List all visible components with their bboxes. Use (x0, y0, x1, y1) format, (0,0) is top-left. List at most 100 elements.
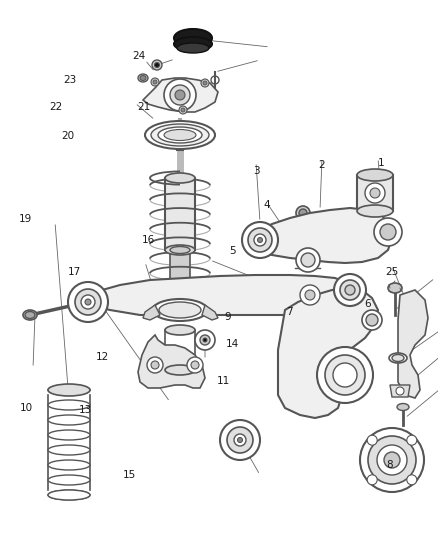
Text: 20: 20 (61, 131, 74, 141)
Circle shape (367, 435, 377, 445)
Circle shape (296, 206, 310, 220)
Circle shape (380, 224, 396, 240)
Text: 16: 16 (142, 235, 155, 245)
Polygon shape (398, 290, 428, 398)
Ellipse shape (48, 490, 90, 500)
Text: 8: 8 (386, 460, 393, 470)
Circle shape (155, 62, 159, 68)
Circle shape (407, 435, 417, 445)
Circle shape (170, 85, 190, 105)
Ellipse shape (174, 29, 212, 47)
Circle shape (227, 427, 253, 453)
Circle shape (81, 295, 95, 309)
Ellipse shape (48, 415, 90, 425)
Circle shape (211, 76, 219, 84)
Circle shape (305, 290, 315, 300)
Circle shape (254, 234, 266, 246)
Ellipse shape (48, 384, 90, 396)
Ellipse shape (48, 475, 90, 485)
Polygon shape (165, 178, 195, 250)
Polygon shape (170, 250, 190, 315)
Circle shape (187, 357, 203, 373)
Ellipse shape (164, 130, 196, 141)
Text: 21: 21 (137, 102, 150, 111)
Ellipse shape (165, 325, 195, 335)
Ellipse shape (389, 353, 407, 363)
Circle shape (301, 253, 315, 267)
Circle shape (299, 209, 307, 217)
Ellipse shape (392, 354, 404, 361)
Circle shape (237, 438, 243, 442)
Circle shape (203, 81, 207, 85)
Text: 23: 23 (64, 75, 77, 85)
Circle shape (75, 289, 101, 315)
Ellipse shape (152, 299, 208, 321)
Ellipse shape (174, 37, 212, 51)
Text: 19: 19 (19, 214, 32, 223)
Polygon shape (202, 305, 218, 320)
Ellipse shape (159, 302, 201, 318)
Text: 9: 9 (224, 312, 231, 322)
Text: 11: 11 (217, 376, 230, 386)
Circle shape (365, 183, 385, 203)
Circle shape (370, 188, 380, 198)
Circle shape (181, 108, 185, 112)
Ellipse shape (48, 385, 90, 395)
Ellipse shape (177, 43, 209, 53)
Text: 25: 25 (385, 267, 399, 277)
Ellipse shape (397, 403, 409, 410)
Polygon shape (143, 305, 160, 320)
Circle shape (164, 79, 196, 111)
Circle shape (296, 248, 320, 272)
Circle shape (384, 452, 400, 468)
Circle shape (248, 228, 272, 252)
Polygon shape (78, 275, 350, 315)
Circle shape (242, 222, 278, 258)
Circle shape (345, 285, 355, 295)
Circle shape (152, 60, 162, 70)
Circle shape (153, 80, 157, 84)
Circle shape (377, 445, 407, 475)
Text: 3: 3 (253, 166, 260, 175)
Text: 5: 5 (229, 246, 236, 255)
Polygon shape (357, 175, 393, 211)
Ellipse shape (170, 246, 190, 254)
Ellipse shape (25, 311, 35, 319)
Ellipse shape (140, 76, 146, 80)
Circle shape (151, 361, 159, 369)
Text: 14: 14 (226, 339, 239, 349)
Circle shape (258, 238, 262, 243)
Ellipse shape (48, 445, 90, 455)
Circle shape (325, 355, 365, 395)
Circle shape (374, 218, 402, 246)
Circle shape (220, 420, 260, 460)
Circle shape (317, 347, 373, 403)
Circle shape (179, 106, 187, 114)
Polygon shape (278, 288, 378, 418)
Ellipse shape (165, 173, 195, 183)
Text: 1: 1 (378, 158, 385, 167)
Polygon shape (250, 208, 392, 263)
Ellipse shape (388, 283, 402, 293)
Polygon shape (138, 335, 205, 388)
Ellipse shape (48, 490, 90, 500)
Circle shape (175, 90, 185, 100)
Text: 12: 12 (96, 352, 110, 362)
Ellipse shape (48, 460, 90, 470)
Circle shape (68, 282, 108, 322)
Ellipse shape (151, 124, 209, 146)
Text: 6: 6 (364, 299, 371, 309)
Circle shape (340, 280, 360, 300)
Circle shape (368, 436, 416, 484)
Polygon shape (390, 385, 410, 397)
Circle shape (201, 79, 209, 87)
Text: 24: 24 (133, 51, 146, 61)
Polygon shape (143, 78, 218, 112)
Text: 7: 7 (286, 307, 293, 317)
Ellipse shape (357, 205, 393, 217)
Text: 17: 17 (68, 267, 81, 277)
Circle shape (234, 434, 246, 446)
Ellipse shape (145, 121, 215, 149)
Circle shape (200, 335, 210, 345)
Circle shape (362, 310, 382, 330)
